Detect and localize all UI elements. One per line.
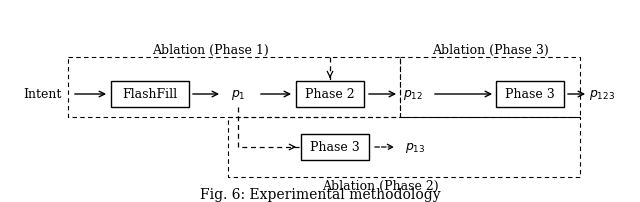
Bar: [400, 58, 580, 117]
Text: Ablation (Phase 2): Ablation (Phase 2): [322, 179, 438, 191]
Bar: [296, 82, 364, 107]
Bar: [228, 117, 580, 177]
Text: $p_1$: $p_1$: [230, 87, 245, 101]
Text: Phase 2: Phase 2: [305, 88, 355, 101]
Text: Intent: Intent: [23, 88, 61, 101]
Bar: [301, 134, 369, 160]
Text: Fig. 6: Experimental methodology: Fig. 6: Experimental methodology: [200, 187, 440, 201]
Text: Phase 3: Phase 3: [505, 88, 555, 101]
Text: FlashFill: FlashFill: [122, 88, 177, 101]
Bar: [111, 82, 189, 107]
Text: $p_{123}$: $p_{123}$: [589, 87, 615, 101]
Text: Phase 3: Phase 3: [310, 141, 360, 154]
Bar: [68, 58, 400, 117]
Text: $p_{12}$: $p_{12}$: [403, 87, 423, 101]
Text: Ablation (Phase 1): Ablation (Phase 1): [152, 43, 268, 56]
Bar: [496, 82, 564, 107]
Text: $p_{13}$: $p_{13}$: [404, 140, 425, 154]
Text: Ablation (Phase 3): Ablation (Phase 3): [431, 43, 548, 56]
